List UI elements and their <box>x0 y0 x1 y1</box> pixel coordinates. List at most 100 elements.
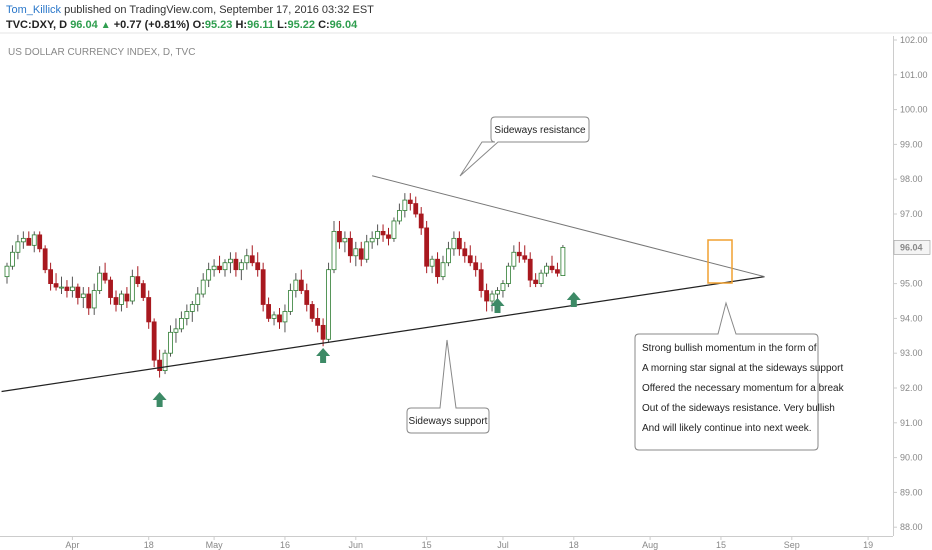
signal-arrows <box>152 292 581 407</box>
x-tick-label: Apr <box>65 540 79 550</box>
x-tick-label: 16 <box>280 540 290 550</box>
candle-body <box>326 269 331 340</box>
candle <box>402 193 408 218</box>
candle-body <box>544 265 549 274</box>
candle-body <box>48 269 53 284</box>
candle <box>217 255 222 274</box>
candle <box>80 287 86 308</box>
candle-body <box>446 248 451 264</box>
x-tick-label: 19 <box>863 540 873 550</box>
candle <box>555 262 560 277</box>
candle-body <box>549 265 555 271</box>
candle-body <box>555 269 560 274</box>
candle-body <box>342 237 348 243</box>
candle-body <box>309 304 315 319</box>
candle-body <box>522 255 528 260</box>
candle-body <box>178 317 184 330</box>
candle-body <box>119 293 124 305</box>
price-axis[interactable]: 102.00101.00100.0099.0098.0097.0096.0095… <box>893 35 931 532</box>
candle <box>484 283 490 312</box>
candle-body <box>402 199 408 211</box>
candle <box>456 231 462 256</box>
candle <box>228 252 233 274</box>
candle-body <box>189 304 195 312</box>
candle <box>75 283 81 305</box>
candle-body <box>146 297 152 323</box>
x-tick-label: May <box>206 540 224 550</box>
candle <box>129 269 135 305</box>
candle-body <box>238 262 244 271</box>
low-value: 95.22 <box>287 19 315 31</box>
candle-body <box>91 290 97 309</box>
open-value: 95.23 <box>204 19 233 31</box>
candle-body <box>478 269 484 291</box>
candle-body <box>396 210 402 222</box>
last-price-badge <box>893 240 931 255</box>
sideways-resistance-trendline[interactable] <box>372 175 765 278</box>
candle <box>353 241 359 267</box>
candle <box>505 262 511 288</box>
candle <box>560 244 566 276</box>
ohlc-bar: TVC:DXY, D 96.04 ▲ +0.77 (+0.81%) O:95.2… <box>6 18 357 33</box>
candle-body <box>260 269 266 305</box>
candle-body <box>456 237 462 250</box>
candle <box>4 262 10 284</box>
candle <box>15 234 21 260</box>
candle-body <box>462 248 468 257</box>
candle-body <box>140 283 146 298</box>
up-arrow-icon <box>566 292 581 307</box>
candle-body <box>277 314 282 323</box>
candle <box>304 283 310 312</box>
candle-body <box>505 265 511 285</box>
candle <box>435 252 440 284</box>
analysis-line-5: And will likely continue into next week. <box>642 423 812 434</box>
support-callout[interactable]: Sideways support <box>406 339 490 434</box>
candle <box>168 325 173 357</box>
candle-body <box>358 248 364 260</box>
resistance-callout[interactable]: Sideways resistance <box>459 116 590 177</box>
candle <box>440 255 446 281</box>
candle-body <box>31 234 37 246</box>
x-tick-label: Sep <box>784 540 800 550</box>
candle <box>342 231 348 253</box>
candle-body <box>168 331 173 354</box>
close-value: 96.04 <box>329 19 358 31</box>
candle-body <box>293 279 299 291</box>
candle <box>418 207 424 235</box>
y-tick-label: 101.00 <box>900 70 928 80</box>
candle-body <box>222 262 228 271</box>
candle-body <box>42 248 48 271</box>
candle-body <box>113 297 119 305</box>
candle <box>37 231 43 253</box>
candle-body <box>228 258 233 264</box>
candle <box>48 262 53 291</box>
candle <box>200 273 206 298</box>
x-tick-label: 18 <box>144 540 154 550</box>
y-tick-label: 98.00 <box>900 174 923 184</box>
sideways-support-trendline[interactable] <box>1 276 765 393</box>
symbol-label: TVC:DXY, D <box>6 19 68 31</box>
candle <box>282 304 288 333</box>
candle <box>369 231 375 249</box>
candle <box>173 318 179 343</box>
up-arrow-icon <box>490 298 505 313</box>
candle-body <box>271 314 277 319</box>
time-axis[interactable]: Apr18May16Jun15Jul18Aug15Sep19Oct17 <box>65 536 932 550</box>
candle-body <box>495 290 500 295</box>
y-tick-label: 93.00 <box>900 348 923 358</box>
candle-body <box>489 293 495 302</box>
x-tick-label: 15 <box>716 540 726 550</box>
author-link[interactable]: Tom_Killick <box>6 4 62 16</box>
last-price: 96.04 <box>70 19 98 31</box>
analysis-callout[interactable]: Strong bullish momentum in the form of A… <box>634 301 845 451</box>
candle-body <box>331 230 337 271</box>
candle-body <box>386 234 391 239</box>
candle <box>102 262 108 284</box>
up-arrow-icon <box>316 348 331 363</box>
candle <box>260 262 266 312</box>
candle-body <box>157 359 163 372</box>
change-value: +0.77 (+0.81%) <box>113 19 190 31</box>
candle <box>446 241 451 267</box>
candle <box>195 287 201 312</box>
